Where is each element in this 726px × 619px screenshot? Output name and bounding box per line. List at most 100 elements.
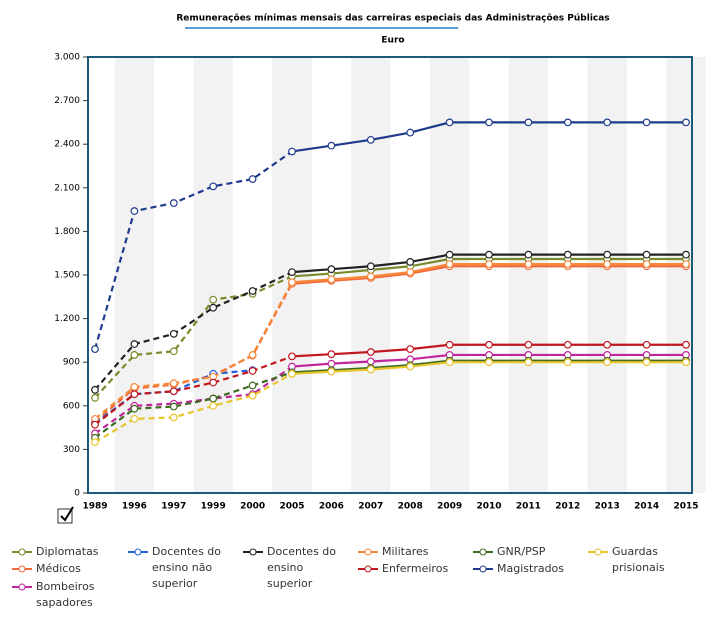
legend-swatch xyxy=(128,548,148,556)
legend-label: Militares xyxy=(382,545,429,558)
point xyxy=(524,358,533,367)
legend-label: Guardas prisionais xyxy=(612,545,665,574)
point xyxy=(327,275,336,284)
band xyxy=(114,57,155,493)
legend-item[interactable]: Docentes do ensino não superior xyxy=(128,544,228,592)
series-line xyxy=(94,371,293,439)
point xyxy=(130,383,139,391)
point xyxy=(327,350,336,359)
x-tick-label: 2008 xyxy=(398,502,423,512)
point xyxy=(169,379,178,388)
point xyxy=(406,268,415,276)
point xyxy=(91,385,99,394)
legend-swatch xyxy=(358,548,378,556)
point xyxy=(524,250,533,259)
legend-swatch xyxy=(358,565,378,573)
series-line xyxy=(94,372,293,444)
point xyxy=(485,250,493,259)
series-line xyxy=(94,275,293,399)
series-line xyxy=(94,365,293,435)
legend-swatch xyxy=(12,583,32,591)
point xyxy=(169,413,178,422)
point xyxy=(366,262,375,271)
x-tick-label: 1989 xyxy=(82,502,107,512)
y-tick-label: 1.800 xyxy=(54,227,80,237)
point xyxy=(406,258,415,266)
y-tick-label: 1.200 xyxy=(54,314,80,324)
x-tick-label: 2012 xyxy=(555,502,580,512)
point xyxy=(485,118,493,127)
point xyxy=(248,367,257,375)
point xyxy=(524,340,533,349)
point xyxy=(288,369,296,378)
legend-item[interactable]: Docentes do ensino superior xyxy=(243,544,343,592)
point xyxy=(485,340,493,349)
point xyxy=(169,347,178,356)
legend-label: Diplomatas xyxy=(36,545,99,558)
legend-swatch xyxy=(473,565,493,573)
point xyxy=(563,250,572,259)
legend-label: Docentes do ensino não superior xyxy=(152,545,222,590)
legend-item[interactable]: Enfermeiros xyxy=(358,561,458,577)
point xyxy=(682,118,690,127)
point xyxy=(682,260,690,269)
legend-item[interactable]: Bombeiros sapadores xyxy=(12,579,112,611)
point xyxy=(91,420,99,429)
point xyxy=(327,367,336,376)
point xyxy=(563,260,572,269)
x-tick-label: 1999 xyxy=(201,502,226,512)
point xyxy=(366,348,375,356)
series-line xyxy=(94,271,293,391)
point xyxy=(524,118,533,127)
point xyxy=(327,265,336,274)
point xyxy=(327,141,336,150)
point xyxy=(209,401,218,410)
point xyxy=(642,250,651,259)
point xyxy=(366,272,375,281)
point xyxy=(563,340,572,349)
point xyxy=(603,118,612,127)
legend-item[interactable]: GNR/PSP xyxy=(473,544,573,560)
point xyxy=(91,393,99,402)
y-tick-label: 3.000 xyxy=(54,53,80,63)
legend-item[interactable]: Médicos xyxy=(12,561,112,577)
point xyxy=(248,287,257,295)
point xyxy=(288,147,296,156)
series-line xyxy=(93,150,293,350)
series-line xyxy=(94,355,293,426)
point xyxy=(130,390,139,399)
point xyxy=(366,365,375,374)
point xyxy=(169,199,178,207)
point xyxy=(288,268,296,276)
point xyxy=(445,260,454,269)
band xyxy=(429,57,470,493)
point xyxy=(485,358,493,367)
point xyxy=(406,362,415,371)
legend-item[interactable]: Militares xyxy=(358,544,458,560)
point xyxy=(130,414,139,423)
point xyxy=(682,340,690,349)
point xyxy=(485,260,493,269)
x-tick-label: 2000 xyxy=(240,502,265,512)
legend-label: Enfermeiros xyxy=(382,562,449,575)
y-tick-label: 300 xyxy=(63,445,80,455)
legend-item[interactable]: Diplomatas xyxy=(12,544,112,560)
band xyxy=(666,57,706,493)
point xyxy=(209,378,218,387)
chart-title: Remunerações mínimas mensais das carreir… xyxy=(176,14,609,24)
point xyxy=(642,358,651,367)
legend-swatch xyxy=(588,548,608,556)
x-tick-label: 2010 xyxy=(476,502,501,512)
y-tick-label: 1.500 xyxy=(54,271,80,281)
legend-item[interactable]: Magistrados xyxy=(473,561,573,577)
legend-label: Docentes do ensino superior xyxy=(267,545,337,590)
legend-item[interactable]: Guardas prisionais xyxy=(588,544,688,576)
point xyxy=(130,207,139,215)
point xyxy=(603,340,612,349)
legend-swatch xyxy=(473,548,493,556)
band xyxy=(508,57,549,493)
y-tick-label: 0 xyxy=(74,489,80,499)
x-tick-label: 2005 xyxy=(279,502,304,512)
point xyxy=(642,260,651,269)
